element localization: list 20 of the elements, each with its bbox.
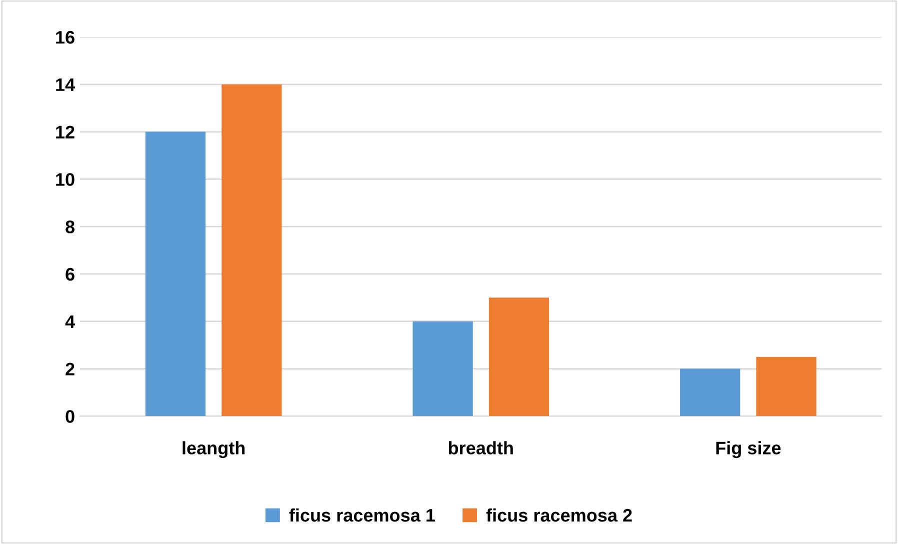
bar bbox=[680, 368, 740, 416]
legend-label: ficus racemosa 1 bbox=[289, 508, 435, 522]
y-tick-label: 16 bbox=[56, 30, 74, 44]
y-tick-label: 4 bbox=[65, 315, 75, 328]
x-tick-label: leangth bbox=[182, 441, 245, 458]
y-tick-label: 2 bbox=[66, 362, 74, 376]
y-tick-label: 10 bbox=[56, 173, 74, 186]
x-tick-label: Fig size bbox=[716, 441, 781, 458]
bar bbox=[756, 356, 816, 416]
bar bbox=[412, 321, 473, 416]
x-tick-label: breadth bbox=[448, 441, 513, 454]
bar bbox=[145, 132, 206, 416]
y-tick-label: 6 bbox=[66, 268, 74, 281]
y-tick-label: 0 bbox=[66, 410, 74, 423]
bar bbox=[488, 298, 550, 416]
bar bbox=[222, 84, 282, 416]
y-tick-label: 12 bbox=[56, 126, 74, 138]
y-tick-label: 8 bbox=[66, 220, 75, 234]
y-tick-label: 14 bbox=[56, 78, 75, 91]
legend-label: ficus racemosa 2 bbox=[486, 508, 632, 522]
